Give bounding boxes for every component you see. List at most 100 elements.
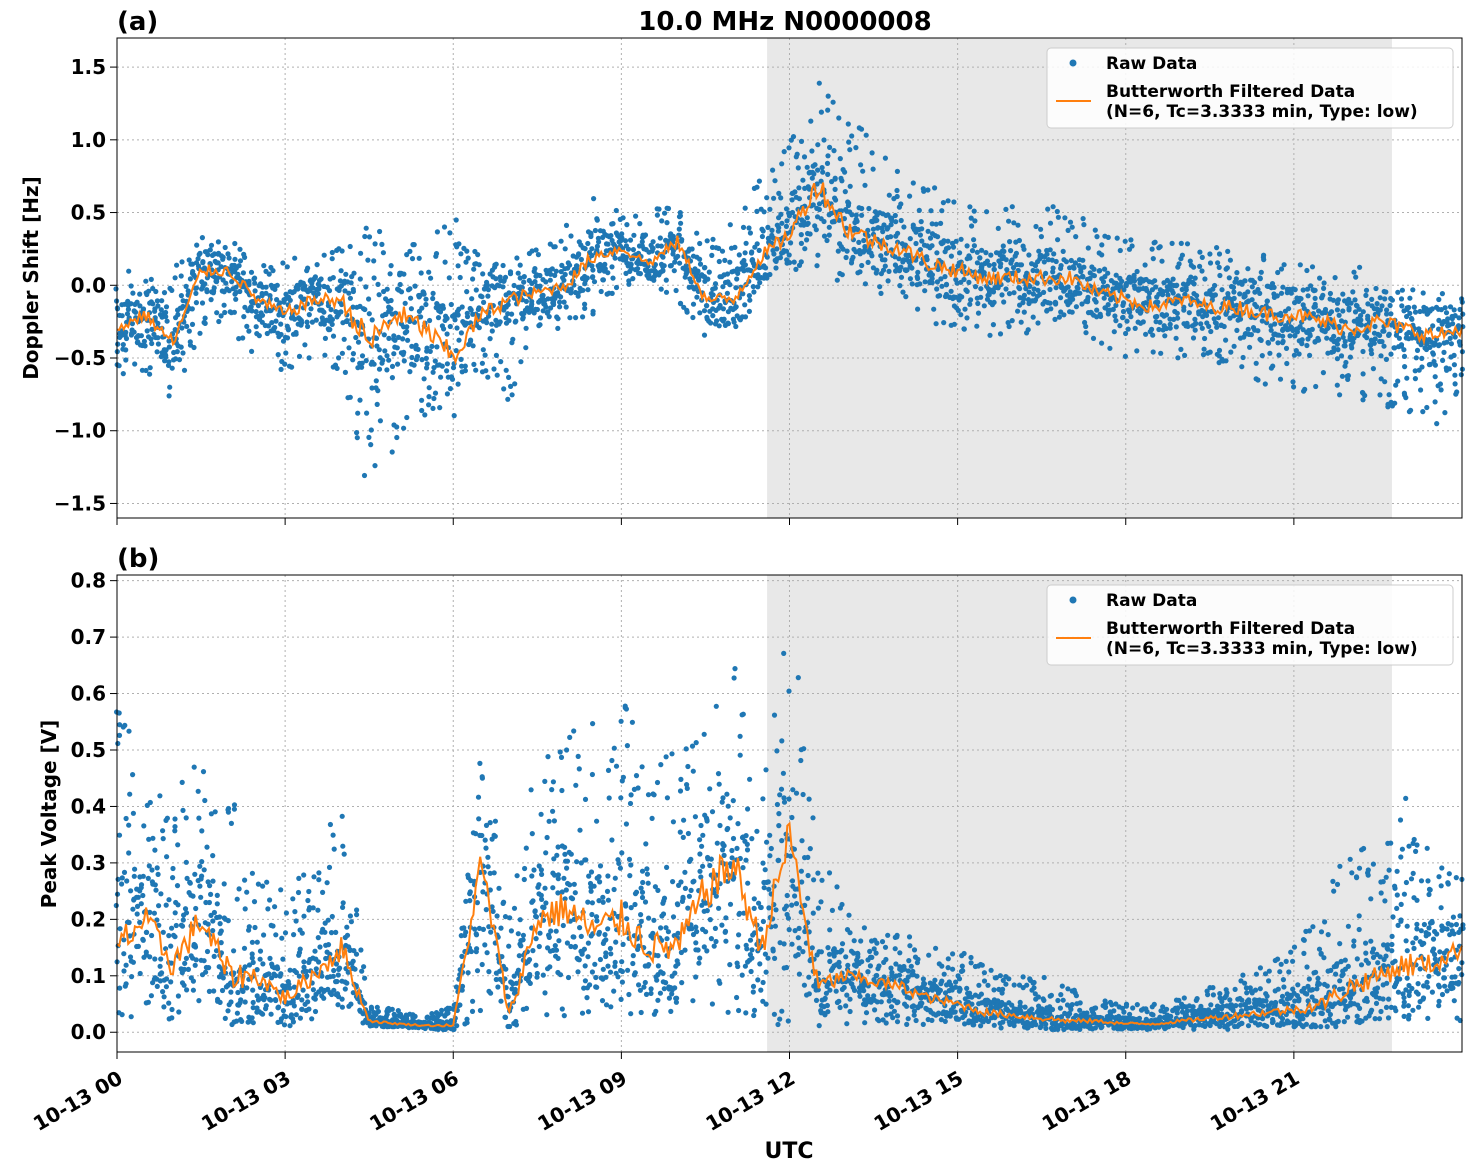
raw-data-point: [1017, 286, 1023, 292]
raw-data-point: [404, 252, 410, 258]
raw-data-point: [324, 880, 330, 886]
raw-data-point: [397, 1011, 403, 1017]
raw-data-point: [746, 293, 753, 299]
raw-data-point: [514, 255, 520, 261]
raw-data-point: [200, 260, 206, 266]
raw-data-point: [560, 922, 566, 929]
raw-data-point: [1137, 310, 1143, 316]
raw-data-point: [288, 1012, 295, 1018]
raw-data-point: [582, 305, 588, 311]
raw-data-point: [119, 1012, 125, 1018]
raw-data-point: [523, 1005, 530, 1012]
raw-data-point: [1377, 392, 1383, 398]
raw-data-point: [1434, 421, 1440, 427]
raw-data-point: [684, 309, 690, 315]
raw-data-point: [546, 934, 552, 941]
raw-data-point: [1399, 303, 1405, 309]
raw-data-point: [143, 929, 149, 936]
raw-data-point: [895, 230, 901, 236]
raw-data-point: [562, 271, 568, 278]
raw-data-point: [498, 998, 504, 1004]
raw-data-point: [520, 932, 527, 938]
raw-data-point: [275, 352, 281, 358]
raw-data-point: [250, 1020, 256, 1026]
raw-data-point: [1363, 292, 1369, 298]
raw-data-point: [1006, 291, 1013, 297]
raw-data-point: [241, 314, 247, 320]
raw-data-point: [169, 365, 175, 371]
raw-data-point: [1271, 284, 1277, 290]
raw-data-point: [1163, 312, 1170, 318]
raw-data-point: [969, 223, 975, 229]
raw-data-point: [207, 247, 213, 253]
raw-data-point: [291, 968, 297, 974]
raw-data-point: [639, 764, 645, 770]
raw-data-point: [523, 325, 529, 331]
raw-data-point: [925, 228, 931, 234]
raw-data-point: [940, 240, 946, 246]
raw-data-point: [941, 320, 947, 326]
raw-data-point: [203, 964, 209, 971]
raw-data-point: [166, 933, 172, 939]
raw-data-point: [465, 970, 471, 976]
raw-data-point: [635, 946, 641, 953]
raw-data-point: [315, 281, 321, 287]
raw-data-point: [789, 941, 795, 947]
raw-data-point: [862, 182, 868, 188]
raw-data-point: [1270, 363, 1276, 369]
raw-data-point: [1288, 290, 1294, 296]
raw-data-point: [545, 309, 551, 315]
raw-data-point: [398, 289, 405, 295]
raw-data-point: [544, 834, 550, 841]
raw-data-point: [142, 343, 148, 349]
raw-data-point: [613, 284, 620, 291]
raw-data-point: [336, 966, 342, 973]
raw-data-point: [334, 978, 340, 985]
raw-data-point: [293, 1012, 299, 1018]
raw-data-point: [343, 271, 349, 277]
legend-raw-label-a: Raw Data: [1106, 54, 1197, 74]
raw-data-point: [1253, 360, 1259, 366]
raw-data-point: [274, 297, 280, 303]
raw-data-point: [432, 390, 439, 396]
raw-data-point: [678, 776, 684, 783]
raw-data-point: [1216, 347, 1223, 353]
raw-data-point: [1280, 338, 1286, 344]
raw-data-point: [1178, 346, 1184, 352]
raw-data-point: [737, 752, 743, 758]
raw-data-point: [474, 900, 480, 906]
raw-data-point: [612, 963, 618, 969]
raw-data-point: [340, 900, 346, 906]
raw-data-point: [163, 304, 170, 310]
raw-data-point: [122, 722, 128, 729]
raw-data-point: [754, 184, 760, 190]
raw-data-point: [594, 984, 600, 990]
raw-data-point: [594, 243, 601, 249]
raw-data-point: [735, 270, 741, 276]
raw-data-point: [537, 272, 543, 279]
raw-data-point: [943, 281, 950, 287]
raw-data-point: [619, 235, 625, 241]
raw-data-point: [178, 293, 184, 299]
raw-data-point: [226, 288, 232, 294]
raw-data-point: [573, 315, 579, 321]
raw-data-point: [670, 914, 677, 920]
raw-data-point: [137, 291, 143, 297]
raw-data-point: [163, 314, 169, 320]
raw-data-point: [312, 996, 318, 1002]
raw-data-point: [253, 309, 259, 315]
raw-data-point: [696, 960, 702, 966]
raw-data-point: [515, 270, 521, 276]
raw-data-point: [508, 928, 514, 934]
raw-data-point: [155, 871, 161, 878]
raw-data-point: [1194, 293, 1200, 299]
raw-data-point: [278, 321, 284, 327]
raw-data-point: [585, 1009, 592, 1015]
raw-data-point: [582, 857, 588, 863]
raw-data-point: [692, 814, 699, 820]
raw-data-point: [555, 876, 561, 882]
raw-data-point: [147, 365, 153, 371]
raw-data-point: [482, 942, 488, 948]
raw-data-point: [168, 979, 174, 985]
raw-data-point: [282, 334, 289, 340]
